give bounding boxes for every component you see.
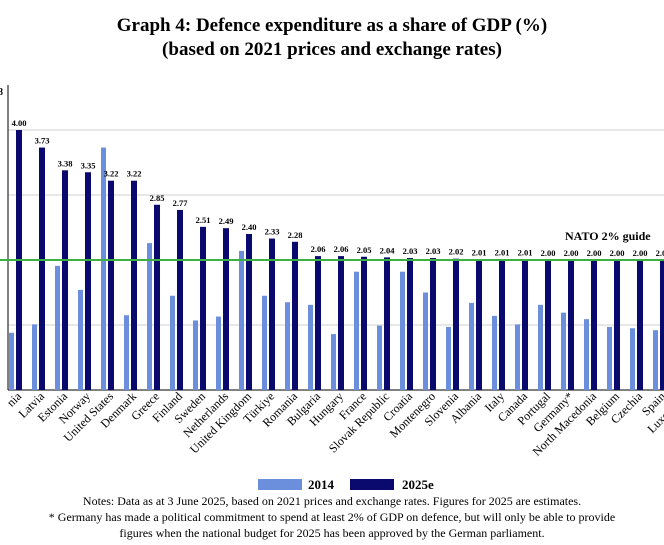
bar-2025e <box>660 260 664 390</box>
bar-2025e <box>361 256 367 390</box>
data-label-2025e: 2.01 <box>472 247 487 257</box>
bar-2025e <box>62 170 68 390</box>
legend-swatch-2014 <box>258 479 302 490</box>
bar-2014 <box>55 265 60 390</box>
data-label-2025e: 2.77 <box>173 198 189 208</box>
data-label-2025e: 2.01 <box>518 247 533 257</box>
bar-2025e <box>545 260 551 390</box>
bar-2025e <box>108 180 114 390</box>
bar-2025e <box>499 259 505 390</box>
bar-2025e <box>407 258 413 390</box>
bar-2014 <box>630 328 635 390</box>
bar-2014 <box>285 302 290 390</box>
bar-2025e <box>269 238 275 390</box>
bar-2014 <box>492 315 497 390</box>
data-label-2025e: 2.40 <box>242 222 257 232</box>
data-label-2025e: 2.28 <box>288 230 303 240</box>
data-label-2025e: 2.00 <box>541 248 556 258</box>
bar-2014 <box>469 302 474 390</box>
bar-2025e <box>315 256 321 390</box>
bar-2025e <box>476 259 482 390</box>
bar-2025e <box>292 241 298 390</box>
bar-2014 <box>584 319 589 390</box>
legend-swatch-2025e <box>350 479 394 490</box>
bar-2014 <box>354 271 359 390</box>
data-label-2025e: 2.51 <box>196 215 211 225</box>
nato-reference-label: NATO 2% guide <box>565 229 651 243</box>
bar-2014 <box>400 271 405 390</box>
data-label-2025e: 2.49 <box>219 216 234 226</box>
bar-2025e <box>453 258 459 390</box>
bar-2025e <box>223 228 229 390</box>
data-label-2025e: 2.04 <box>380 245 396 255</box>
bar-2014 <box>147 243 152 390</box>
bar-chart: 84.00nia3.73Latvia3.38Estonia3.35Norway3… <box>0 85 664 459</box>
data-label-2025e: 2.00 <box>633 248 648 258</box>
bar-2014 <box>101 147 106 390</box>
data-label-2025e: 4.00 <box>12 118 27 128</box>
bar-2025e <box>177 209 183 390</box>
bar-2014 <box>377 325 382 390</box>
bar-2025e <box>154 204 160 390</box>
data-label-2025e: 2.06 <box>311 244 326 254</box>
data-label-2025e: 2.00 <box>610 248 625 258</box>
bar-2014 <box>170 295 175 390</box>
bar-2014 <box>262 295 267 390</box>
bar-2025e <box>39 147 45 390</box>
note-line-2: * Germany has made a political commitmen… <box>48 510 616 524</box>
bar-2014 <box>607 326 612 390</box>
chart-title: Graph 4: Defence expenditure as a share … <box>116 15 548 36</box>
bar-2025e <box>568 260 574 390</box>
bar-2025e <box>614 260 620 390</box>
y-tick-label: 8 <box>0 87 3 98</box>
data-label-2025e: 3.35 <box>81 160 96 170</box>
bar-2025e <box>430 258 436 390</box>
bar-2014 <box>561 312 566 390</box>
bar-2025e <box>85 172 91 390</box>
data-label-2025e: 2.85 <box>150 193 165 203</box>
data-label-2025e: 2.05 <box>357 245 372 255</box>
chart-subtitle: (based on 2021 prices and exchange rates… <box>162 39 502 60</box>
legend: 2014 2025e <box>0 477 664 493</box>
bar-2014 <box>538 304 543 390</box>
data-label-2025e: 2.03 <box>426 246 441 256</box>
data-label-2025e: 3.38 <box>58 158 73 168</box>
legend-label-2025e: 2025e <box>402 477 434 492</box>
bar-2014 <box>9 332 14 390</box>
bar-2014 <box>239 250 244 390</box>
data-label-2025e: 3.22 <box>127 169 142 179</box>
bar-2025e <box>246 234 252 390</box>
data-label-2025e: 2.00 <box>587 248 602 258</box>
bar-2025e <box>522 259 528 390</box>
data-label-2025e: 2.03 <box>403 246 418 256</box>
data-label-2025e: 2.01 <box>495 247 510 257</box>
bar-2014 <box>32 324 37 390</box>
note-line-1: Notes: Data as at 3 June 2025, based on … <box>82 494 582 508</box>
bar-2014 <box>78 289 83 390</box>
data-label-2025e: 2.02 <box>449 247 464 257</box>
bar-2025e <box>338 256 344 390</box>
bar-2025e <box>637 260 643 390</box>
data-label-2025e: 2.00 <box>564 248 579 258</box>
bar-2014 <box>653 330 658 390</box>
data-label-2025e: 3.22 <box>104 169 119 179</box>
bar-2014 <box>331 334 336 390</box>
bar-2014 <box>193 320 198 390</box>
bar-2025e <box>200 226 206 390</box>
legend-label-2014: 2014 <box>308 477 334 492</box>
note-line-3: figures when the national budget for 202… <box>119 526 545 540</box>
bar-2014 <box>216 316 221 390</box>
data-label-2025e: 3.73 <box>35 136 50 146</box>
bar-2025e <box>591 260 597 390</box>
bar-2014 <box>124 315 129 390</box>
bar-2025e <box>384 257 390 390</box>
bar-2025e <box>131 180 137 390</box>
bar-2014 <box>423 292 428 390</box>
data-label-2025e: 2.06 <box>334 244 349 254</box>
data-label-2025e: 2.33 <box>265 227 280 237</box>
bar-2014 <box>515 324 520 390</box>
bar-2014 <box>446 326 451 390</box>
data-label-2025e: 2.00 <box>656 248 664 258</box>
bar-2014 <box>308 304 313 390</box>
